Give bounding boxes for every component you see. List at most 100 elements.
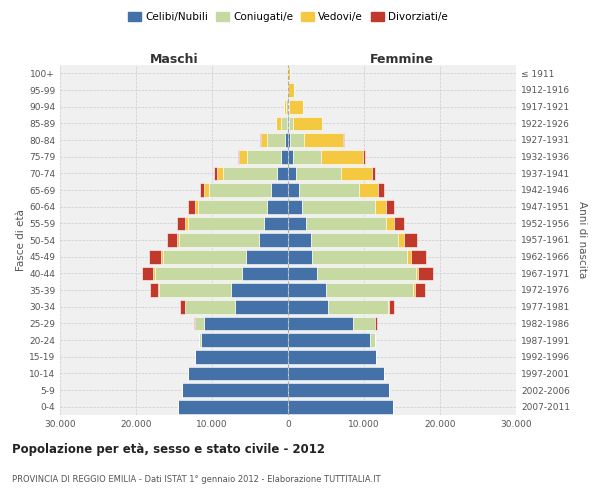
Bar: [363, 150, 365, 164]
Bar: [205, 183, 209, 197]
Bar: [281, 116, 287, 130]
Bar: [328, 300, 388, 314]
Bar: [260, 133, 268, 147]
Y-axis label: Fasce di età: Fasce di età: [16, 209, 26, 271]
Bar: [398, 233, 404, 247]
Bar: [239, 150, 247, 164]
Bar: [304, 133, 343, 147]
Bar: [223, 166, 277, 180]
Bar: [288, 166, 296, 180]
Bar: [289, 116, 293, 130]
Bar: [199, 333, 200, 347]
Bar: [185, 216, 188, 230]
Bar: [185, 300, 235, 314]
Bar: [288, 133, 290, 147]
Bar: [411, 250, 427, 264]
Bar: [247, 150, 281, 164]
Bar: [287, 116, 288, 130]
Bar: [388, 300, 389, 314]
Bar: [195, 316, 205, 330]
Bar: [194, 316, 195, 330]
Legend: Celibi/Nubili, Coniugati/e, Vedovi/e, Divorziati/e: Celibi/Nubili, Coniugati/e, Vedovi/e, Di…: [124, 8, 452, 26]
Bar: [149, 283, 158, 297]
Bar: [281, 150, 288, 164]
Bar: [296, 166, 341, 180]
Text: PROVINCIA DI REGGIO EMILIA - Dati ISTAT 1° gennaio 2012 - Elaborazione TUTTITALI: PROVINCIA DI REGGIO EMILIA - Dati ISTAT …: [12, 476, 380, 484]
Bar: [158, 283, 159, 297]
Bar: [188, 216, 263, 230]
Bar: [149, 250, 161, 264]
Bar: [289, 83, 293, 97]
Bar: [288, 400, 393, 413]
Text: Popolazione per età, sesso e stato civile - 2012: Popolazione per età, sesso e stato civil…: [12, 442, 325, 456]
Bar: [299, 183, 359, 197]
Bar: [235, 300, 288, 314]
Bar: [217, 166, 223, 180]
Bar: [343, 133, 344, 147]
Bar: [195, 200, 199, 213]
Bar: [313, 250, 407, 264]
Bar: [288, 383, 389, 397]
Bar: [326, 283, 413, 297]
Bar: [195, 350, 288, 364]
Bar: [306, 216, 386, 230]
Bar: [154, 266, 155, 280]
Bar: [288, 366, 384, 380]
Bar: [413, 283, 415, 297]
Bar: [302, 200, 374, 213]
Bar: [167, 233, 177, 247]
Bar: [371, 166, 374, 180]
Bar: [288, 183, 299, 197]
Text: Femmine: Femmine: [370, 53, 434, 66]
Bar: [404, 233, 417, 247]
Bar: [200, 333, 288, 347]
Bar: [293, 116, 322, 130]
Bar: [322, 150, 363, 164]
Bar: [142, 266, 154, 280]
Bar: [288, 266, 317, 280]
Bar: [353, 316, 376, 330]
Bar: [288, 66, 290, 80]
Bar: [182, 383, 288, 397]
Bar: [341, 166, 371, 180]
Bar: [284, 100, 286, 114]
Y-axis label: Anni di nascita: Anni di nascita: [577, 202, 587, 278]
Bar: [205, 316, 288, 330]
Bar: [386, 200, 394, 213]
Bar: [163, 250, 246, 264]
Bar: [288, 283, 326, 297]
Bar: [181, 300, 185, 314]
Bar: [389, 300, 394, 314]
Bar: [155, 266, 242, 280]
Bar: [374, 200, 386, 213]
Bar: [290, 133, 304, 147]
Bar: [359, 183, 379, 197]
Bar: [179, 233, 259, 247]
Bar: [246, 250, 288, 264]
Bar: [200, 183, 205, 197]
Bar: [394, 216, 404, 230]
Bar: [177, 233, 179, 247]
Bar: [188, 366, 288, 380]
Bar: [416, 266, 418, 280]
Bar: [288, 200, 302, 213]
Bar: [209, 183, 271, 197]
Bar: [289, 100, 303, 114]
Bar: [370, 333, 374, 347]
Bar: [259, 233, 288, 247]
Bar: [288, 250, 313, 264]
Bar: [267, 200, 288, 213]
Bar: [288, 350, 376, 364]
Bar: [159, 283, 231, 297]
Bar: [286, 100, 287, 114]
Bar: [288, 316, 353, 330]
Bar: [386, 216, 394, 230]
Bar: [379, 183, 384, 197]
Bar: [376, 316, 377, 330]
Bar: [277, 116, 281, 130]
Bar: [271, 183, 288, 197]
Bar: [407, 250, 411, 264]
Bar: [288, 300, 328, 314]
Bar: [415, 283, 425, 297]
Bar: [311, 233, 398, 247]
